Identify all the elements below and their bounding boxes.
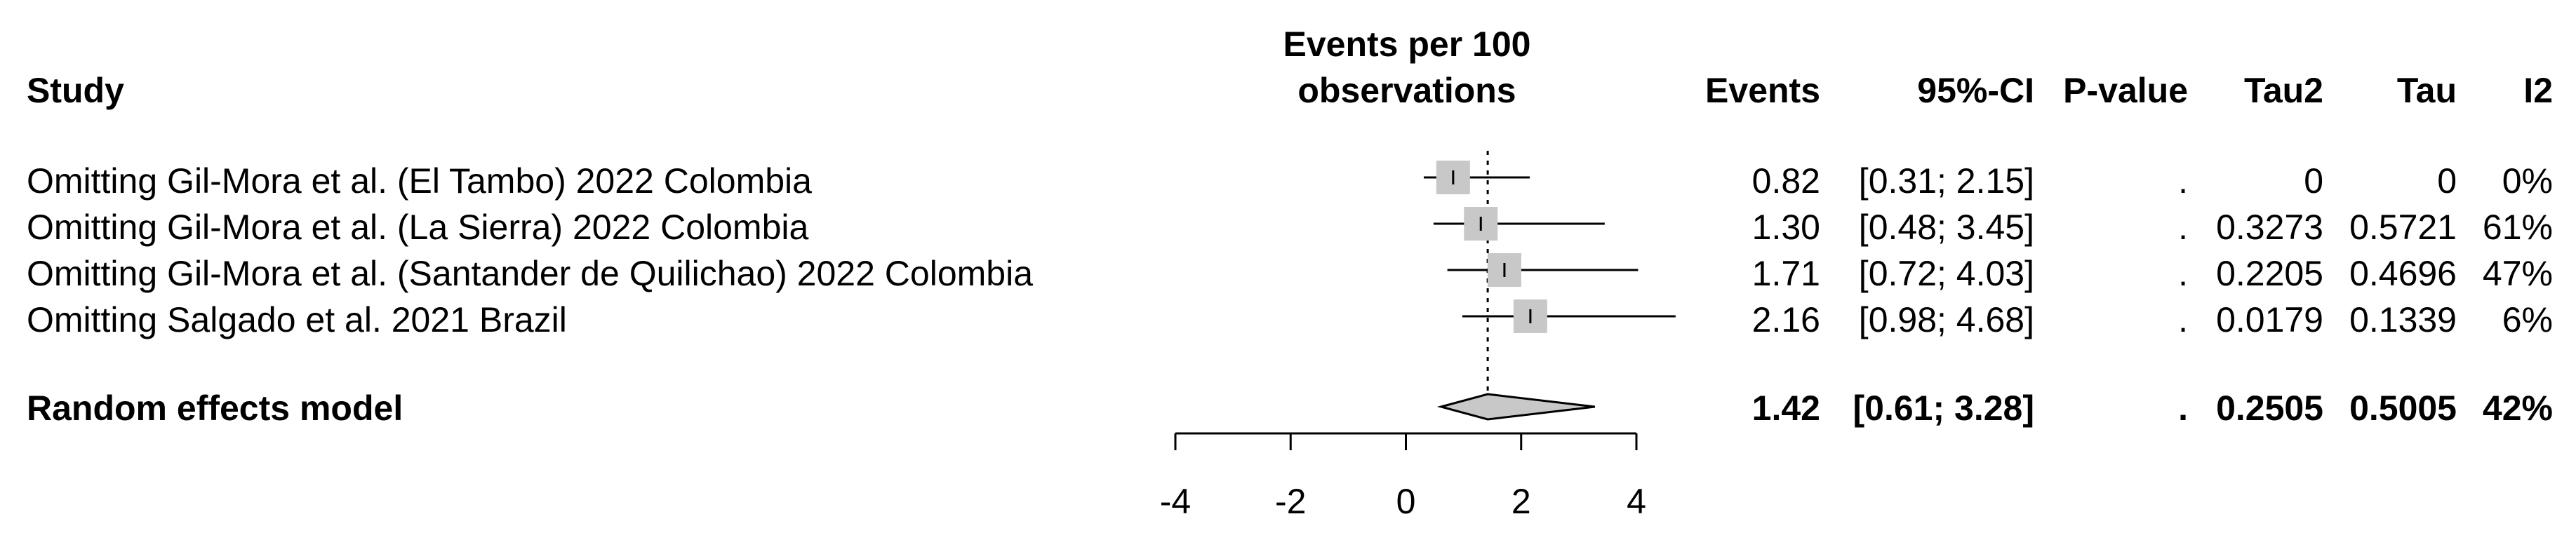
header-pvalue: P-value <box>2063 71 2188 110</box>
header-tau2: Tau2 <box>2244 71 2323 110</box>
row-tau2: 0.3273 <box>2216 208 2323 247</box>
row-ci: [0.31; 2.15] <box>1858 161 2034 201</box>
summary-study: Random effects model <box>27 389 403 428</box>
row-i2: 0% <box>2502 161 2553 201</box>
row-tau2: 0 <box>2304 161 2323 201</box>
header-events: Events <box>1705 71 1820 110</box>
header-i2: I2 <box>2523 71 2553 110</box>
x-tick-label: -2 <box>1275 482 1306 521</box>
row-tau: 0.5721 <box>2349 208 2457 247</box>
row-tau2: 0.2205 <box>2216 254 2323 293</box>
header-tau: Tau <box>2396 71 2457 110</box>
row-pvalue: . <box>2178 254 2188 293</box>
row-i2: 6% <box>2502 300 2553 339</box>
row-events: 2.16 <box>1751 300 1820 339</box>
row-pvalue: . <box>2178 208 2188 247</box>
row-pvalue: . <box>2178 161 2188 201</box>
row-events: 0.82 <box>1751 161 1820 201</box>
summary-events: 1.42 <box>1751 389 1820 428</box>
row-ci: [0.98; 4.68] <box>1858 300 2034 339</box>
summary-tau: 0.5005 <box>2349 389 2457 428</box>
summary-ci: [0.61; 3.28] <box>1853 389 2034 428</box>
summary-pvalue: . <box>2178 389 2188 428</box>
header-plot-title-line1: Events per 100 <box>1283 25 1531 64</box>
x-tick-label: 2 <box>1511 482 1531 521</box>
row-study: Omitting Gil-Mora et al. (La Sierra) 202… <box>27 208 809 247</box>
summary-tau2: 0.2505 <box>2216 389 2323 428</box>
row-study: Omitting Salgado et al. 2021 Brazil <box>27 300 567 339</box>
row-i2: 61% <box>2482 208 2553 247</box>
row-events: 1.30 <box>1751 208 1820 247</box>
row-events: 1.71 <box>1751 254 1820 293</box>
row-tau: 0.1339 <box>2349 300 2457 339</box>
row-i2: 47% <box>2482 254 2553 293</box>
row-tau: 0.4696 <box>2349 254 2457 293</box>
row-study: Omitting Gil-Mora et al. (El Tambo) 2022… <box>27 161 812 201</box>
header-plot-title-line2: observations <box>1297 71 1516 110</box>
row-ci: [0.72; 4.03] <box>1858 254 2034 293</box>
x-tick-label: 0 <box>1396 482 1416 521</box>
header-ci: 95%-CI <box>1917 71 2034 110</box>
row-pvalue: . <box>2178 300 2188 339</box>
row-ci: [0.48; 3.45] <box>1858 208 2034 247</box>
pooled-diamond <box>1436 393 1596 421</box>
x-tick-label: 4 <box>1627 482 1646 521</box>
row-study: Omitting Gil-Mora et al. (Santander de Q… <box>27 254 1034 293</box>
x-tick-label: -4 <box>1160 482 1191 521</box>
row-tau2: 0.0179 <box>2216 300 2323 339</box>
row-tau: 0 <box>2437 161 2457 201</box>
summary-i2: 42% <box>2482 389 2553 428</box>
header-study: Study <box>27 71 124 110</box>
